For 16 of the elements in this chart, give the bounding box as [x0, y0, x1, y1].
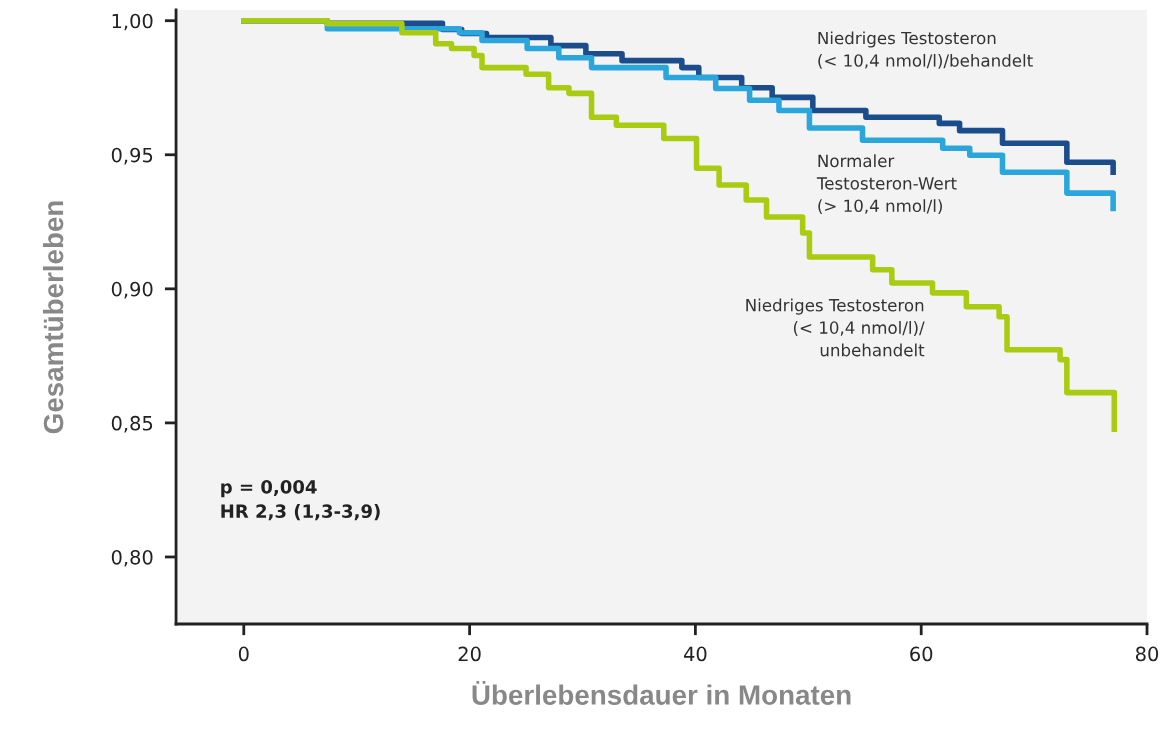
x-axis-title: Überlebensdauer in Monaten — [472, 680, 851, 705]
series-label: Normaler Testosteron-Wert (> 10,4 nmol/l) — [816, 154, 957, 215]
series-label: Niedriges Testosteron (< 10,4 nmol/l)/ unbehandelt — [746, 298, 925, 357]
x-tick-label: 20 — [458, 646, 481, 662]
x-tick-label: 0 — [238, 646, 249, 662]
y-axis-title: Gesamtüberleben — [42, 201, 64, 434]
y-tick-label: 1,00 — [112, 13, 153, 31]
x-tick-label: 80 — [1135, 646, 1159, 662]
y-tick-label: 0,90 — [111, 281, 153, 299]
series-label: Niedriges Testosteron (< 10,4 nmol/l)/behandelt — [818, 31, 1033, 69]
y-tick-label: 0,95 — [111, 147, 153, 165]
x-tick-label: 60 — [910, 646, 933, 662]
x-tick-label: 40 — [683, 646, 707, 662]
y-tick-label: 0,85 — [111, 415, 153, 433]
y-tick-label: 0,80 — [111, 549, 153, 567]
annotation: p = 0,004 HR 2,3 (1,3-3,9) — [221, 480, 380, 521]
